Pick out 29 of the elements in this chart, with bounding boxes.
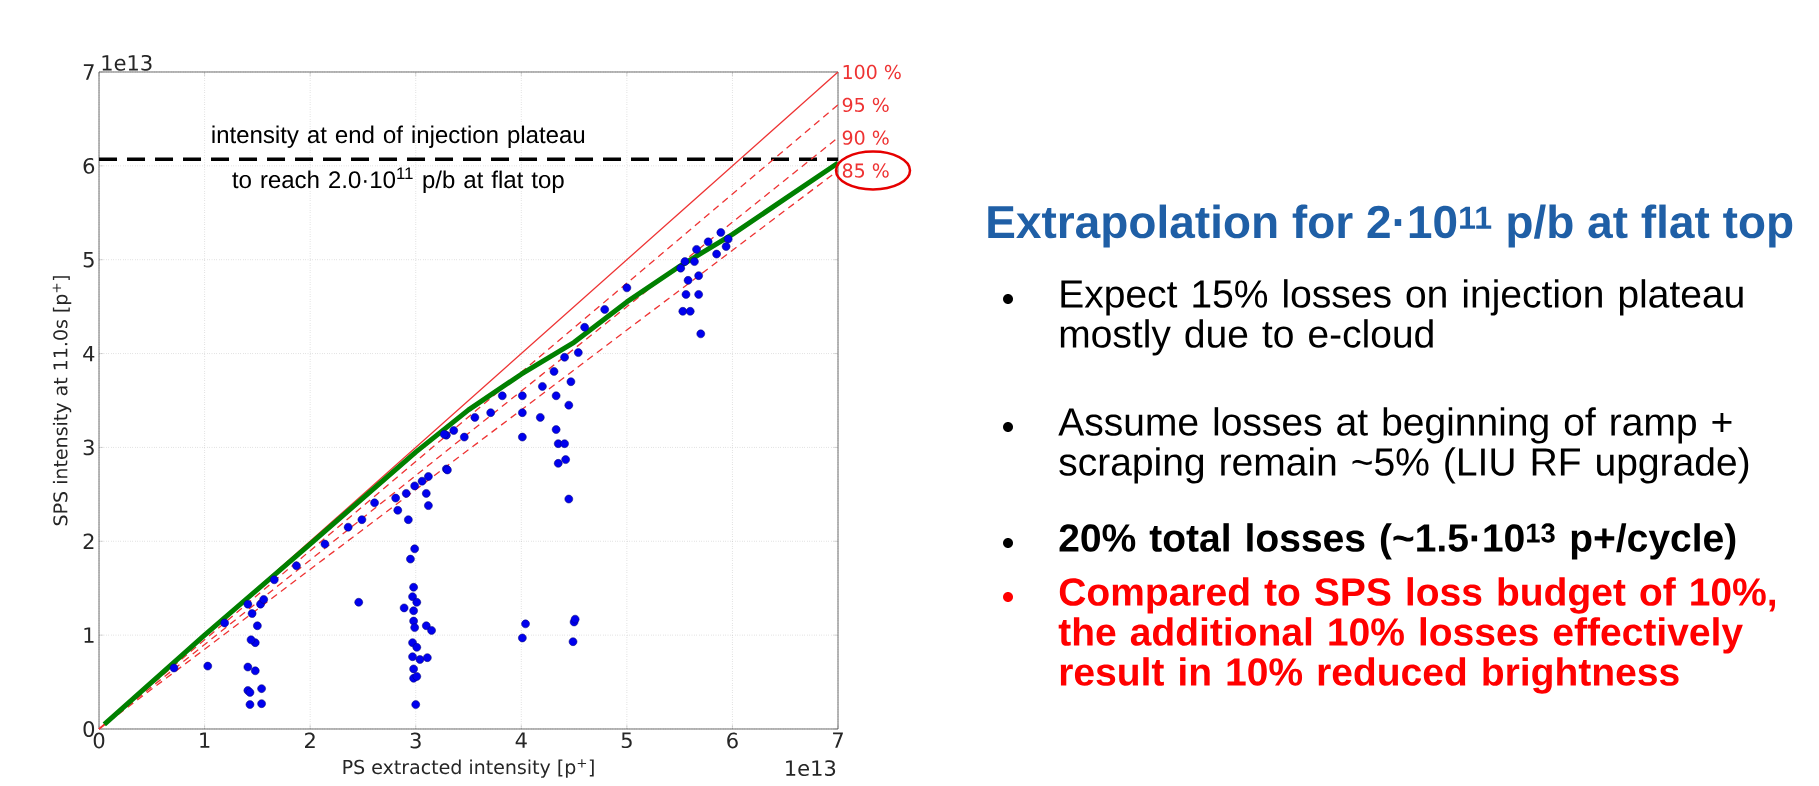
y-tick-label: 4 (83, 345, 95, 362)
series-label: 100 % (843, 64, 901, 80)
y-tick-label: 0 (83, 721, 95, 737)
y-tick-label: 6 (83, 157, 95, 174)
x-axis-title: PS extracted intensity [p$^{+}$] (343, 759, 594, 778)
series-label: 90 % (842, 130, 889, 145)
x-tick-label: 4 (515, 732, 527, 748)
y-tick-label: 2 (83, 533, 94, 550)
x-tick-label: 2 (305, 732, 315, 749)
y-tick-label: 1 (84, 627, 94, 643)
text: 20% total losses (~1.5·10$^{13}$ p+/cycle) (1059, 523, 1736, 560)
y-axis-title: SPS intensity at 11.0s [p$^{+}$] (52, 276, 72, 526)
y-tick-label: 7 (83, 64, 94, 80)
y-tick-label: 3 (83, 439, 94, 456)
x-tick-label: 1 (200, 732, 210, 748)
ref-line-label: intensity at end of injection plateau to reach 2.0·10$^{11}$ p/b at flat top (212, 125, 585, 193)
x-tick-label: 5 (621, 732, 632, 749)
text: Compared to SPS loss budget of 10%, the additional 10% losses effectively result in 10% reduced brightness (1058, 577, 1775, 694)
y-tick-label: 5 (83, 251, 94, 268)
text: 1e13 (102, 54, 152, 71)
series-label: 85 % (842, 163, 889, 178)
text: Extrapolation for 2·10$^{11}$ p/b at flat top (988, 204, 1793, 248)
x-tick-label: 3 (410, 732, 421, 749)
series-label: 95 % (842, 97, 889, 113)
text: Expect 15% losses on injection plateau mostly due to e-cloud (1060, 279, 1743, 356)
text: 1e13 (786, 760, 836, 777)
x-tick-label: 6 (727, 732, 738, 749)
x-tick-label: 7 (833, 732, 843, 748)
text: Assume losses at beginning of ramp + scraping remain ~5% (LIU RF upgrade) (1058, 407, 1749, 484)
